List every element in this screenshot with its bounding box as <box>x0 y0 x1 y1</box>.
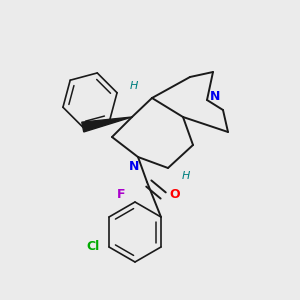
Text: F: F <box>117 188 125 200</box>
Text: H: H <box>130 81 138 91</box>
Text: N: N <box>210 89 220 103</box>
Polygon shape <box>82 117 132 132</box>
Text: O: O <box>170 188 180 202</box>
Text: N: N <box>129 160 139 173</box>
Text: H: H <box>182 171 190 181</box>
Text: Cl: Cl <box>86 241 100 254</box>
